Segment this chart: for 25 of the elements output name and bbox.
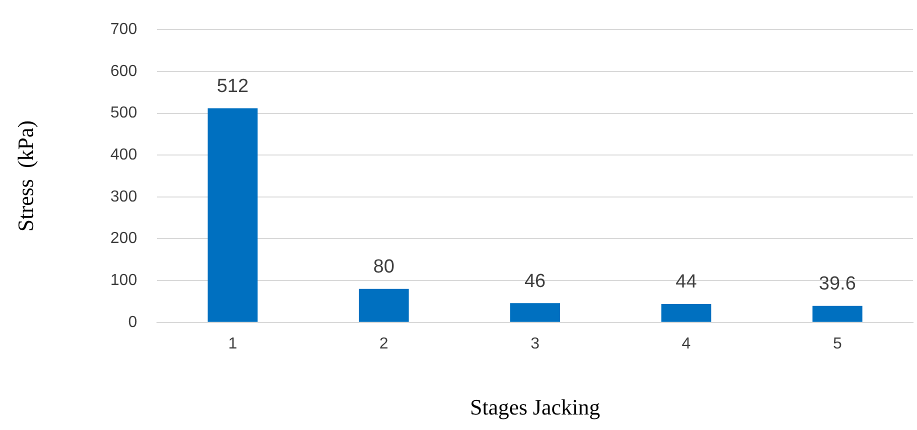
bar: [510, 303, 560, 322]
x-tick-label: 1: [228, 335, 238, 352]
x-tick-label: 5: [832, 335, 842, 352]
bar: [208, 108, 258, 322]
y-tick-label: 400: [110, 146, 138, 164]
data-label: 39.6: [818, 274, 856, 295]
data-label: 80: [373, 256, 394, 278]
y-tick-label: 0: [128, 314, 138, 331]
y-tick-label: 700: [110, 21, 138, 38]
y-tick-label: 600: [110, 62, 138, 80]
data-label: 44: [676, 272, 698, 293]
y-tick-label: 300: [110, 188, 138, 206]
y-tick-label: 500: [110, 104, 138, 122]
x-tick-label: 3: [530, 335, 540, 352]
data-label: 46: [524, 270, 546, 292]
y-tick-label: 200: [110, 230, 138, 248]
data-label: 512: [216, 76, 249, 97]
y-tick-label: 100: [110, 272, 138, 289]
x-tick-label: 2: [379, 335, 388, 352]
bar: [661, 304, 712, 322]
y-axis-title: Stress (kPa): [12, 120, 38, 232]
x-tick-label: 4: [682, 335, 691, 352]
bar: [358, 288, 409, 322]
x-axis-title: Stages Jacking: [470, 394, 600, 420]
bar: [812, 306, 862, 322]
